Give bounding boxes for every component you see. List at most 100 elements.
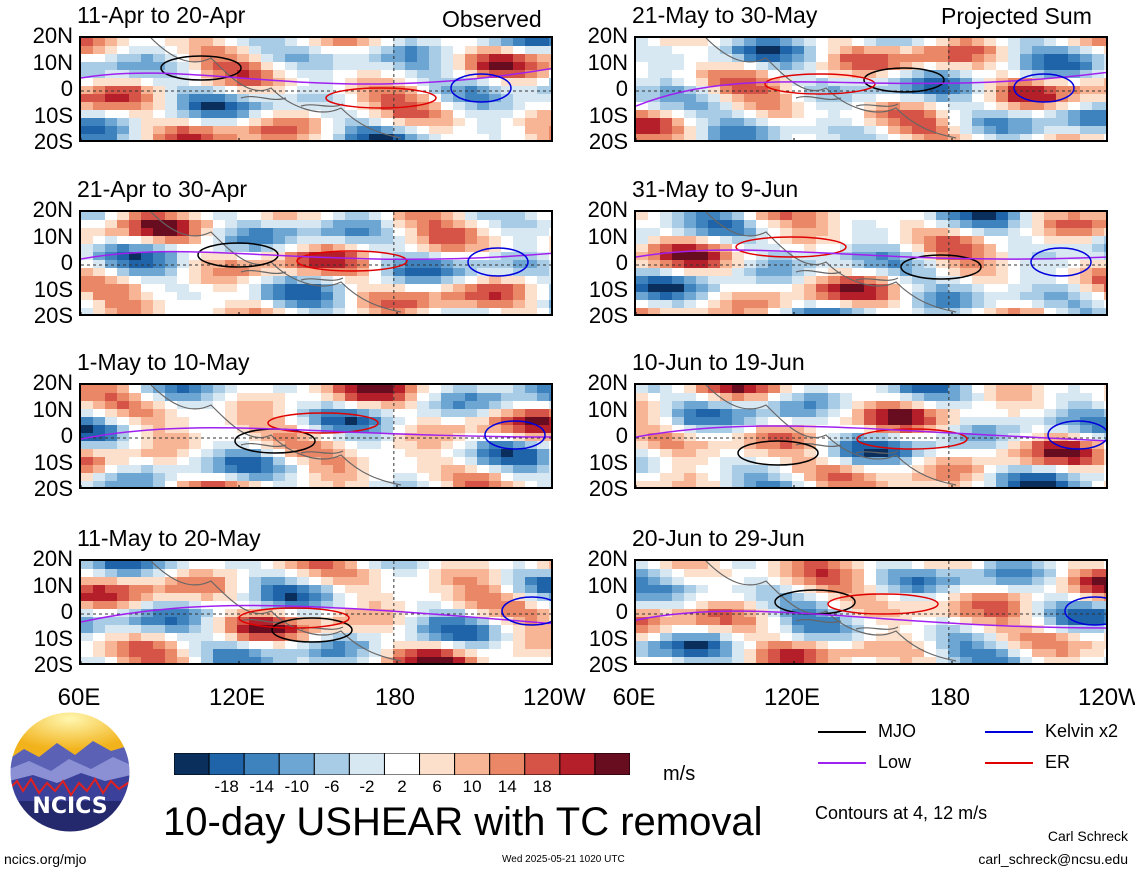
legend-line — [818, 731, 866, 733]
y-tick-label: 10N — [587, 49, 628, 75]
y-tick-label: 10N — [587, 572, 628, 598]
y-tick-label: 10S — [588, 449, 628, 475]
y-tick-label: 0 — [615, 250, 628, 275]
y-tick-label: 0 — [615, 423, 628, 448]
y-tick-label: 20S — [33, 476, 73, 501]
y-tick-label: 10N — [587, 396, 628, 422]
colorbar-swatch — [489, 752, 526, 776]
y-tick-label: 10S — [588, 276, 628, 302]
colorbar-swatch — [313, 752, 350, 776]
colorbar-swatch — [278, 752, 315, 776]
panel-title: 31-May to 9-Jun — [632, 176, 799, 202]
panel-shading — [81, 385, 551, 487]
colorbar-swatch — [208, 752, 245, 776]
colorbar-swatch — [454, 752, 491, 776]
legend-line — [985, 762, 1033, 764]
y-tick-label: 20S — [33, 129, 73, 154]
y-tick-label: 10N — [32, 572, 73, 598]
legend-line — [818, 762, 866, 764]
colorbar-tick: 14 — [497, 777, 517, 796]
y-tick-label: 10S — [33, 276, 73, 302]
y-tick-label: 20N — [32, 197, 73, 222]
chart-title: 10-day USHEAR with TC removal — [163, 800, 763, 844]
y-tick-label: 10N — [587, 223, 628, 249]
panel-map — [79, 36, 553, 142]
legend-label: Low — [878, 752, 912, 772]
logo-text: NCICS — [32, 794, 108, 819]
y-tick-label: 0 — [60, 76, 73, 101]
y-tick-label: 20S — [588, 652, 628, 677]
colorbar-swatch — [524, 752, 561, 776]
panel-shading — [636, 385, 1106, 487]
panel-map — [634, 559, 1108, 665]
panel-title: 10-Jun to 19-Jun — [632, 349, 805, 375]
ncics-logo: NCICS — [9, 711, 131, 833]
y-tick-label: 20N — [587, 370, 628, 395]
panel-title: 20-Jun to 29-Jun — [632, 525, 805, 551]
colorbar-swatch — [594, 752, 631, 776]
y-tick-label: 0 — [615, 76, 628, 101]
x-tick-label: 180 — [929, 684, 971, 711]
y-tick-label: 10N — [32, 396, 73, 422]
colorbar — [173, 752, 631, 780]
colorbar-swatches — [173, 752, 631, 776]
panel-title: 11-Apr to 20-Apr — [77, 2, 246, 28]
panel-title: 11-May to 20-May — [77, 525, 261, 551]
y-tick-label: 10S — [33, 625, 73, 651]
colorbar-tick: 6 — [432, 777, 442, 796]
colorbar-tick: 10 — [462, 777, 482, 796]
author-email[interactable]: carl_schreck@ncsu.edu — [978, 851, 1128, 867]
x-tick-label: 120W — [523, 684, 586, 711]
x-tick-label: 180 — [374, 684, 416, 711]
panel-map — [79, 210, 553, 316]
panel-shading — [81, 38, 551, 140]
panel-map — [634, 383, 1108, 489]
y-tick-label: 0 — [615, 599, 628, 624]
colorbar-swatch — [419, 752, 456, 776]
panel-shading — [81, 561, 551, 663]
footer-url[interactable]: ncics.org/mjo — [4, 851, 87, 867]
colorbar-tick: -14 — [249, 777, 274, 796]
y-tick-label: 10S — [588, 625, 628, 651]
panel-shading — [81, 212, 551, 314]
y-tick-label: 20S — [33, 303, 73, 328]
panel-shading — [636, 38, 1106, 140]
colorbar-swatch — [559, 752, 596, 776]
y-tick-label: 10N — [32, 49, 73, 75]
y-tick-label: 20N — [32, 546, 73, 571]
colorbar-swatch — [173, 752, 210, 776]
colorbar-tick: -10 — [284, 777, 310, 796]
x-tick-label: 120E — [763, 684, 821, 711]
panel-shading — [636, 212, 1106, 314]
projected-sum-label: Projected Sum — [941, 3, 1092, 29]
y-tick-label: 0 — [60, 250, 73, 275]
y-tick-label: 20N — [32, 23, 73, 48]
y-tick-label: 10S — [33, 102, 73, 128]
y-tick-label: 0 — [60, 599, 73, 624]
author-name: Carl Schreck — [1047, 828, 1128, 844]
y-tick-label: 10S — [33, 449, 73, 475]
legend-label: MJO — [878, 721, 916, 741]
panel-title: 1-May to 10-May — [77, 349, 250, 375]
y-tick-label: 20S — [588, 303, 628, 328]
panel-title: 21-May to 30-May — [632, 2, 818, 28]
contour-note: Contours at 4, 12 m/s — [815, 803, 988, 823]
x-tick-label: 120W — [1078, 684, 1135, 711]
colorbar-swatch — [348, 752, 385, 776]
y-tick-label: 20N — [587, 23, 628, 48]
legend-label: ER — [1045, 752, 1071, 772]
legend-line — [985, 731, 1033, 733]
panel-shading — [636, 561, 1106, 663]
y-tick-label: 20N — [32, 370, 73, 395]
y-tick-label: 20N — [587, 546, 628, 571]
colorbar-tick: -18 — [214, 777, 239, 796]
panel-map — [634, 36, 1108, 142]
footer-timestamp: Wed 2025-05-21 1020 UTC — [502, 854, 625, 865]
panel-map — [79, 383, 553, 489]
y-tick-label: 20S — [33, 652, 73, 677]
panel-map — [634, 210, 1108, 316]
colorbar-units: m/s — [663, 763, 696, 785]
legend-label: Kelvin x2 — [1045, 721, 1119, 741]
y-tick-label: 10S — [588, 102, 628, 128]
y-tick-label: 0 — [60, 423, 73, 448]
